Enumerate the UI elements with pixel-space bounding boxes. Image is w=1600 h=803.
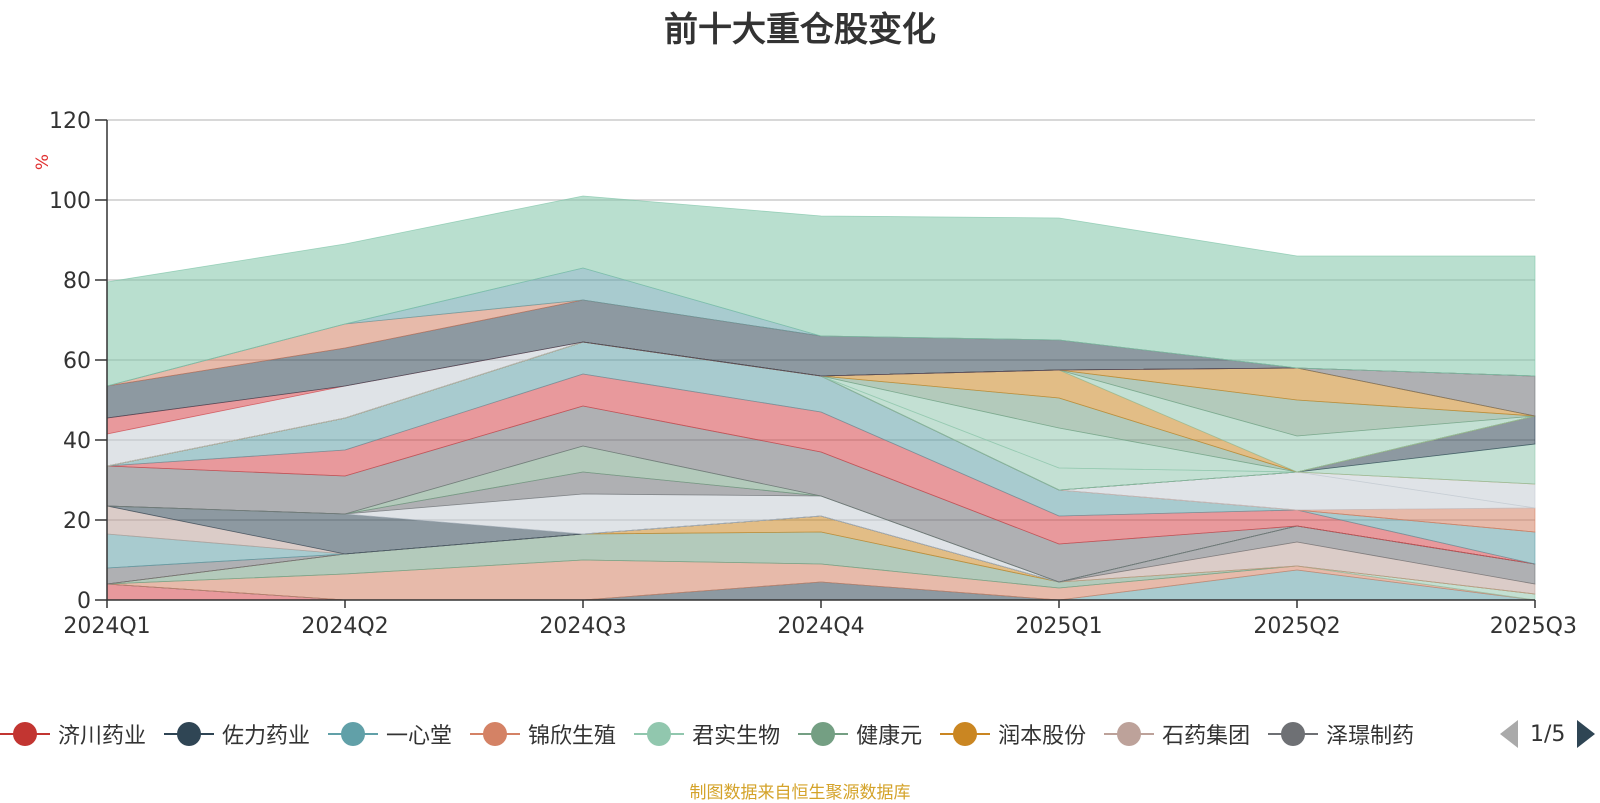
legend-marker-icon [1104,722,1155,746]
legend-marker-icon [940,722,991,746]
y-axis-label: % [33,154,53,170]
y-tick-label: 100 [49,189,91,214]
legend-label: 健康元 [856,724,923,749]
y-tick-label: 20 [63,509,91,534]
area-series [106,195,1536,601]
x-tick-label: 2024Q2 [301,614,388,639]
legend-items: 济川药业 佐力药业 一心堂 锦欣生殖 君实生物 健康元 润本股份 石药集团 泽璟制药 [0,714,1480,754]
x-tick-label: 2025Q2 [1253,614,1340,639]
legend-pager: 1/5 [1500,714,1596,754]
x-tick-label: 2025Q1 [1015,614,1102,639]
legend-viewport: 济川药业 佐力药业 一心堂 锦欣生殖 君实生物 健康元 润本股份 石药集团 泽璟制药 [0,714,1480,754]
legend-item[interactable]: 一心堂 [328,718,452,750]
data-source-note: 制图数据来自恒生聚源数据库 [689,783,911,803]
y-tick-label: 60 [63,349,91,374]
x-tick-labels: 2024Q1 2024Q2 2024Q3 2024Q4 2025Q1 2025Q2 2025… [63,600,1577,639]
legend-label: 泽璟制药 [1326,724,1415,749]
legend-item[interactable]: 锦欣生殖 [470,718,616,750]
area-series[interactable] [106,195,1536,387]
x-tick-label: 2025Q3 [1490,614,1577,639]
legend-label: 一心堂 [386,724,453,749]
legend-marker-icon [328,722,379,746]
x-tick-label: 2024Q4 [777,614,864,639]
y-tick-label: 80 [63,269,91,294]
legend-marker-icon [0,722,50,746]
legend: 济川药业 佐力药业 一心堂 锦欣生殖 君实生物 健康元 润本股份 石药集团 泽璟制药 1/5 [0,714,1600,754]
legend-label: 润本股份 [998,724,1087,749]
legend-item[interactable]: 健康元 [798,718,922,750]
legend-label: 济川药业 [58,724,147,749]
y-tick-label: 40 [63,429,91,454]
legend-page-indicator: 1/5 [1530,721,1566,747]
legend-marker-icon [634,722,685,746]
y-tick-label: 0 [77,589,91,614]
legend-item[interactable]: 石药集团 [1104,718,1250,750]
legend-label: 石药集团 [1162,724,1251,749]
legend-marker-icon [798,722,849,746]
legend-label: 君实生物 [692,724,781,749]
stacked-area-chart: 0 20 40 60 80 100 120 2024Q1 2024Q2 2024Q3 2024Q4… [33,109,1577,639]
legend-item[interactable]: 润本股份 [940,718,1086,750]
legend-marker-icon [1268,722,1319,746]
legend-marker-icon [470,722,521,746]
legend-label: 佐力药业 [222,724,311,749]
legend-label: 锦欣生殖 [528,724,617,749]
legend-item[interactable]: 济川药业 [0,718,146,750]
legend-prev-page-icon[interactable] [1500,720,1518,748]
legend-item[interactable]: 君实生物 [634,718,780,750]
chart-title: 前十大重仓股变化 [664,10,936,50]
legend-marker-icon [164,722,215,746]
legend-item[interactable]: 佐力药业 [164,718,310,750]
y-tick-label: 120 [49,109,91,134]
y-tick-labels: 0 20 40 60 80 100 120 [49,109,107,614]
x-tick-label: 2024Q1 [63,614,150,639]
x-tick-label: 2024Q3 [539,614,626,639]
legend-next-page-icon[interactable] [1577,720,1596,748]
legend-item[interactable]: 泽璟制药 [1268,718,1414,750]
